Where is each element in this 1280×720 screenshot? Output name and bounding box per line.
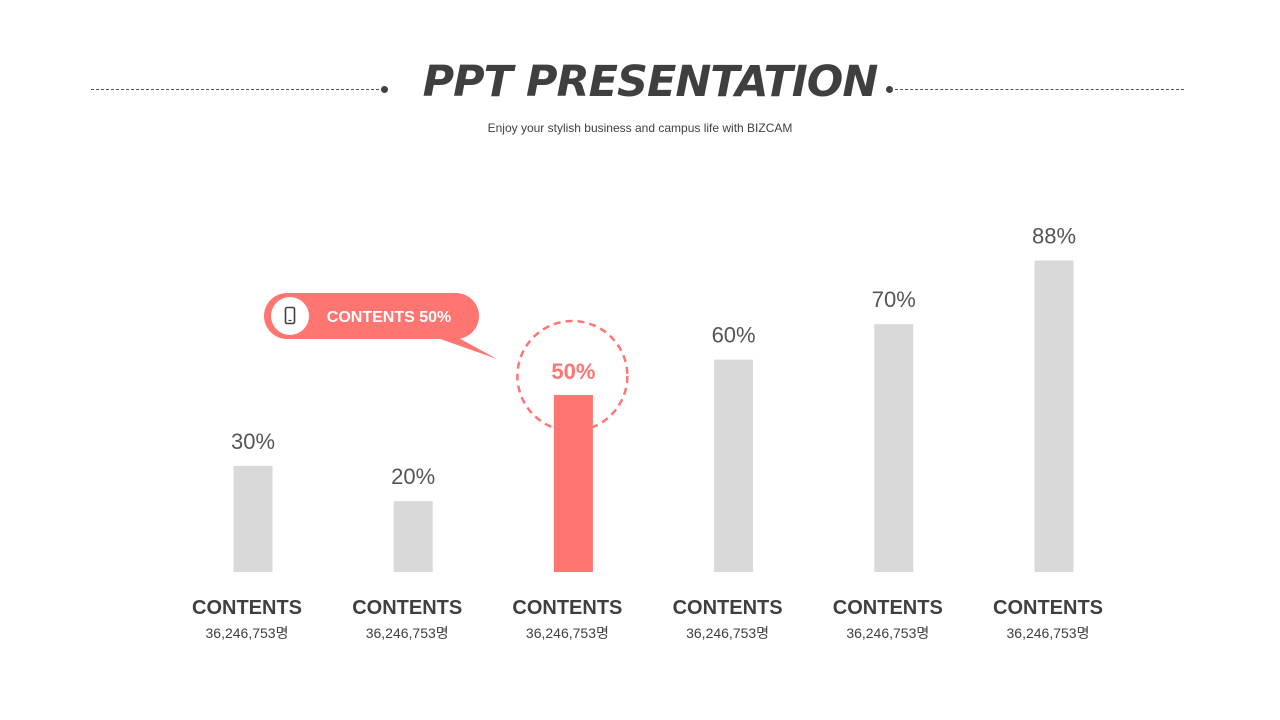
callout-shape bbox=[264, 293, 497, 359]
category-label-5: CONTENTS bbox=[833, 597, 943, 619]
highlight-dashed-circle bbox=[516, 319, 629, 433]
bar-3 bbox=[553, 395, 593, 572]
category-sublabel-1: 36,246,753명 bbox=[206, 625, 289, 641]
value-label-6: 88% bbox=[1032, 224, 1076, 249]
category-label-3: CONTENTS bbox=[512, 597, 622, 619]
category-sublabel-3: 36,246,753명 bbox=[526, 625, 609, 641]
category-sublabel-4: 36,246,753명 bbox=[686, 625, 769, 641]
category-sublabel-6: 36,246,753명 bbox=[1007, 625, 1090, 641]
value-label-1: 30% bbox=[231, 429, 275, 454]
bar-2 bbox=[393, 501, 433, 572]
value-label-4: 60% bbox=[712, 323, 756, 348]
value-label-2: 20% bbox=[391, 464, 435, 489]
callout-text: CONTENTS 50% bbox=[327, 309, 451, 326]
category-label-4: CONTENTS bbox=[673, 597, 783, 619]
title-dot-right bbox=[886, 86, 893, 93]
callout-bubble: CONTENTS 50% bbox=[264, 293, 497, 359]
title-divider-right bbox=[890, 89, 1184, 90]
category-sublabel-5: 36,246,753명 bbox=[846, 625, 929, 641]
value-label-3: 50% bbox=[551, 359, 595, 384]
bar-1 bbox=[233, 465, 273, 572]
title-divider-left bbox=[91, 89, 384, 90]
smartphone-icon bbox=[284, 306, 296, 325]
value-label-5: 70% bbox=[872, 287, 916, 312]
category-label-6: CONTENTS bbox=[993, 597, 1103, 619]
callout-icon-circle bbox=[271, 297, 309, 335]
page-subtitle: Enjoy your stylish business and campus l… bbox=[487, 121, 793, 135]
bar-4 bbox=[714, 359, 754, 572]
bar-5 bbox=[874, 324, 914, 572]
category-label-2: CONTENTS bbox=[352, 597, 462, 619]
category-sublabel-2: 36,246,753명 bbox=[366, 625, 449, 641]
bar-6 bbox=[1034, 260, 1074, 572]
page-title: PPT PRESENTATION bbox=[422, 57, 879, 107]
category-label-1: CONTENTS bbox=[192, 597, 302, 619]
title-dot-left bbox=[381, 86, 388, 93]
